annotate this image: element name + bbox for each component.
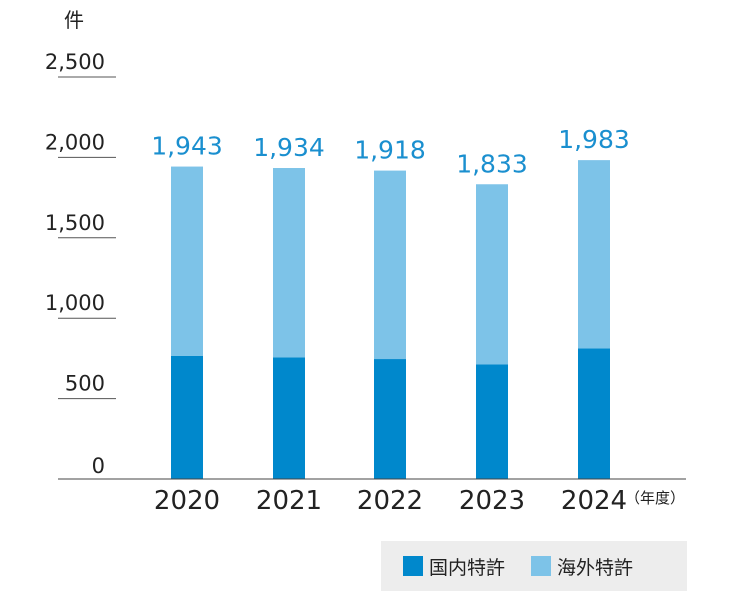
x-tick-label: 2023 (459, 486, 525, 516)
legend-item-overseas: 海外特許 (531, 553, 633, 580)
legend-label-overseas: 海外特許 (557, 556, 634, 579)
legend-item-domestic: 国内特許 (403, 553, 505, 580)
bar-overseas (171, 166, 203, 356)
x-unit-label: （年度） (625, 489, 685, 507)
bar-domestic (578, 348, 610, 479)
bar-total-label: 1,833 (456, 149, 528, 178)
bar-overseas (578, 160, 610, 349)
x-tick-label: 2022 (357, 486, 423, 516)
bar-total-label: 1,934 (253, 133, 325, 162)
bars (171, 160, 610, 479)
x-axis: 2020 2021 2022 2023 2024 (58, 478, 686, 516)
bar-total-label: 1,983 (558, 125, 630, 154)
legend-swatch-overseas (531, 556, 552, 576)
legend-swatch-domestic (403, 556, 423, 576)
x-tick-label: 2024 (561, 486, 627, 516)
y-tick-label: 2,000 (45, 130, 105, 154)
bar-domestic (171, 355, 203, 479)
legend: 国内特許 海外特許 (381, 541, 687, 591)
bar-domestic (273, 357, 305, 479)
y-unit-label: 件 (64, 8, 84, 32)
bar-domestic (476, 364, 508, 479)
y-axis: 0 500 1,000 1,500 2,000 2,500 (45, 50, 116, 478)
x-tick-label: 2020 (154, 486, 220, 516)
total-labels: 1,943 1,934 1,918 1,833 1,983 (151, 125, 630, 178)
bar-total-label: 1,918 (354, 136, 426, 165)
x-tick-label: 2021 (256, 486, 322, 516)
y-tick-label: 500 (65, 372, 105, 396)
bar-overseas (476, 184, 508, 365)
y-tick-label: 1,500 (45, 211, 105, 235)
bar-domestic (374, 359, 406, 479)
bar-total-label: 1,943 (151, 132, 223, 161)
y-tick-label: 1,000 (45, 291, 105, 315)
bar-overseas (374, 170, 406, 360)
legend-label-domestic: 国内特許 (429, 556, 506, 579)
y-tick-label: 2,500 (45, 50, 105, 74)
y-tick-label: 0 (92, 454, 105, 478)
bar-overseas (273, 168, 305, 358)
